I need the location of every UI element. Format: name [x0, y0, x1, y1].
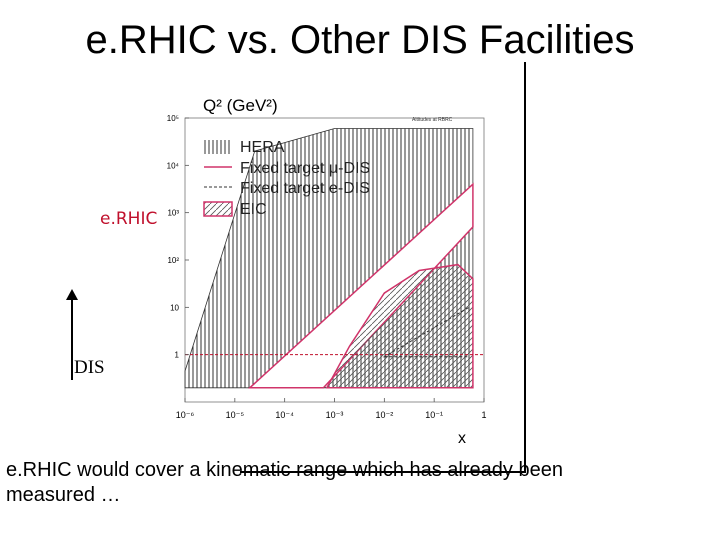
legend-label-hera: HERA [240, 139, 285, 156]
erhic-label: e.RHIC [100, 209, 158, 229]
slide-caption: e.RHIC would cover a kinematic range whi… [6, 458, 706, 508]
legend-swatch-eic [203, 201, 233, 217]
y-axis-label: Q² (GeV²) [203, 96, 278, 115]
x-tick-label: 10⁻² [375, 410, 393, 420]
series-fixed-mu-region [247, 182, 474, 389]
x-tick-label: 10⁻⁴ [275, 410, 294, 420]
caption-line-2: measured … [6, 484, 121, 506]
caption-line-1: e.RHIC would cover a kinematic range whi… [6, 459, 563, 481]
horizontal-marker-line [240, 471, 526, 473]
plot-area: 10⁻⁶ 10⁻⁵ 10⁻⁴ 10⁻³ 10⁻² 10⁻¹ 1 1 10 10² 10³ 10⁴ 10⁵ [167, 114, 487, 420]
legend-label-fixed-mu: Fixed target μ-DIS [240, 160, 370, 177]
slide-title: e.RHIC vs. Other DIS Facilities [85, 18, 635, 62]
legend-label-fixed-e: Fixed target e-DIS [240, 180, 370, 197]
y-tick-label: 10² [167, 256, 179, 265]
up-arrow-icon [66, 289, 78, 300]
arrow-shaft [71, 298, 73, 380]
y-tick-label: 1 [175, 351, 180, 360]
x-axis-label: x [458, 430, 466, 447]
legend: HERA Fixed target μ-DIS Fixed target e-D… [203, 139, 370, 218]
x-tick-label: 10⁻⁶ [176, 410, 195, 420]
x-tick-label: 10⁻³ [326, 410, 344, 420]
dis-label: DIS [74, 357, 105, 378]
y-tick-label: 10³ [167, 209, 179, 218]
vertical-marker-line [524, 62, 526, 472]
legend-swatch-hera [204, 140, 232, 154]
y-tick-label: 10 [170, 303, 179, 312]
legend-label-eic: EIC [240, 201, 267, 218]
y-tick-label: 10⁵ [167, 114, 179, 123]
plot-note: Altitudes at RBRC [412, 117, 453, 123]
x-tick-label: 1 [481, 410, 486, 420]
series-fixed-e-region [382, 306, 470, 358]
x-tick-label: 10⁻¹ [425, 410, 443, 420]
y-tick-label: 10⁴ [167, 161, 180, 170]
x-tick-label: 10⁻⁵ [226, 410, 245, 420]
